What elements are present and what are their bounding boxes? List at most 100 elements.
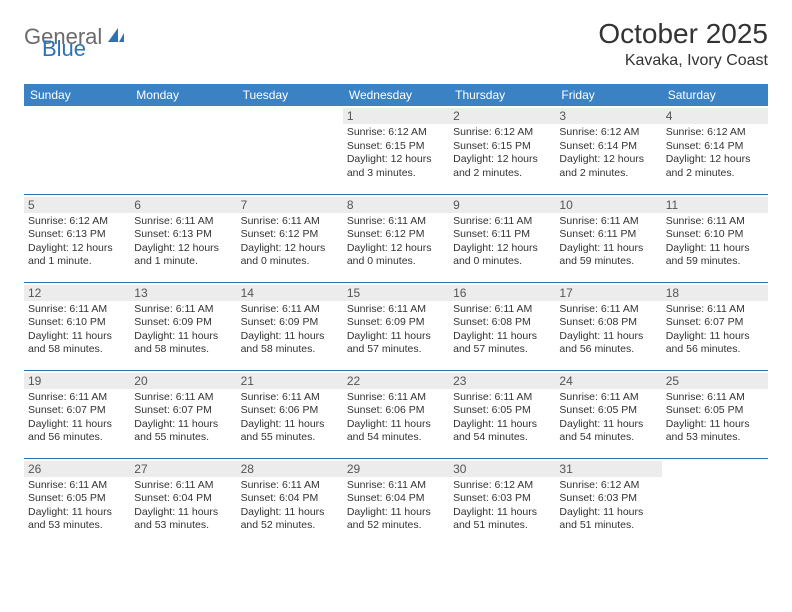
cell-details: Sunrise: 6:11 AMSunset: 6:12 PMDaylight:…: [347, 215, 445, 270]
daylight-text: Daylight: 11 hours and 58 minutes.: [241, 330, 339, 357]
daylight-text: Daylight: 11 hours and 56 minutes.: [559, 330, 657, 357]
sunrise-text: Sunrise: 6:11 AM: [347, 215, 445, 229]
daylight-text: Daylight: 11 hours and 56 minutes.: [28, 418, 126, 445]
day-number: 8: [343, 197, 449, 213]
daylight-text: Daylight: 11 hours and 52 minutes.: [347, 506, 445, 533]
daylight-text: Daylight: 11 hours and 58 minutes.: [134, 330, 232, 357]
daylight-text: Daylight: 11 hours and 52 minutes.: [241, 506, 339, 533]
calendar-row: 12Sunrise: 6:11 AMSunset: 6:10 PMDayligh…: [24, 282, 768, 370]
sunset-text: Sunset: 6:06 PM: [347, 404, 445, 418]
cell-details: Sunrise: 6:11 AMSunset: 6:05 PMDaylight:…: [28, 479, 126, 534]
sunset-text: Sunset: 6:11 PM: [453, 228, 551, 242]
sunrise-text: Sunrise: 6:11 AM: [241, 303, 339, 317]
calendar-cell: 18 Sunrise: 6:11 AMSunset: 6:07 PMDayligh…: [662, 282, 768, 370]
daylight-text: Daylight: 11 hours and 56 minutes.: [666, 330, 764, 357]
daylight-text: Daylight: 11 hours and 54 minutes.: [559, 418, 657, 445]
calendar-cell: 16 Sunrise: 6:11 AMSunset: 6:08 PMDayligh…: [449, 282, 555, 370]
calendar-cell: 7Sunrise: 6:11 AMSunset: 6:12 PMDaylight…: [237, 194, 343, 282]
calendar-cell: [24, 106, 130, 194]
sunset-text: Sunset: 6:08 PM: [559, 316, 657, 330]
cell-details: Sunrise: 6:12 AMSunset: 6:03 PMDaylight:…: [559, 479, 657, 534]
sunrise-text: Sunrise: 6:11 AM: [453, 303, 551, 317]
day-number: 19: [24, 373, 130, 389]
sunrise-text: Sunrise: 6:12 AM: [347, 126, 445, 140]
sunset-text: Sunset: 6:07 PM: [134, 404, 232, 418]
daylight-text: Daylight: 11 hours and 53 minutes.: [28, 506, 126, 533]
sunset-text: Sunset: 6:04 PM: [134, 492, 232, 506]
daylight-text: Daylight: 11 hours and 57 minutes.: [347, 330, 445, 357]
sunset-text: Sunset: 6:03 PM: [453, 492, 551, 506]
cell-details: Sunrise: 6:11 AMSunset: 6:08 PMDaylight:…: [453, 303, 551, 358]
calendar-cell: 4Sunrise: 6:12 AMSunset: 6:14 PMDaylight…: [662, 106, 768, 194]
calendar-cell: 17Sunrise: 6:11 AMSunset: 6:08 PMDayligh…: [555, 282, 661, 370]
daylight-text: Daylight: 11 hours and 59 minutes.: [559, 242, 657, 269]
cell-details: Sunrise: 6:11 AMSunset: 6:06 PMDaylight:…: [347, 391, 445, 446]
daylight-text: Daylight: 11 hours and 57 minutes.: [453, 330, 551, 357]
cell-details: Sunrise: 6:12 AMSunset: 6:14 PMDaylight:…: [666, 126, 764, 181]
sunrise-text: Sunrise: 6:11 AM: [134, 391, 232, 405]
day-number: 21: [237, 373, 343, 389]
daylight-text: Daylight: 11 hours and 58 minutes.: [28, 330, 126, 357]
cell-details: Sunrise: 6:11 AMSunset: 6:04 PMDaylight:…: [347, 479, 445, 534]
calendar-cell: 24Sunrise: 6:11 AMSunset: 6:05 PMDayligh…: [555, 370, 661, 458]
daylight-text: Daylight: 12 hours and 1 minute.: [28, 242, 126, 269]
day-number: 16: [449, 285, 555, 301]
calendar-cell: 19Sunrise: 6:11 AMSunset: 6:07 PMDayligh…: [24, 370, 130, 458]
calendar-cell: 28Sunrise: 6:11 AMSunset: 6:04 PMDayligh…: [237, 458, 343, 546]
sunset-text: Sunset: 6:10 PM: [28, 316, 126, 330]
sunrise-text: Sunrise: 6:12 AM: [559, 126, 657, 140]
cell-details: Sunrise: 6:11 AMSunset: 6:04 PMDaylight:…: [241, 479, 339, 534]
daylight-text: Daylight: 12 hours and 2 minutes.: [559, 153, 657, 180]
weekday-header: Monday: [130, 84, 236, 106]
day-number: 31: [555, 461, 661, 477]
calendar-cell: 10Sunrise: 6:11 AMSunset: 6:11 PMDayligh…: [555, 194, 661, 282]
sunset-text: Sunset: 6:14 PM: [559, 140, 657, 154]
calendar-table: SundayMondayTuesdayWednesdayThursdayFrid…: [24, 84, 768, 546]
calendar-cell: 22 Sunrise: 6:11 AMSunset: 6:06 PMDayligh…: [343, 370, 449, 458]
sail-icon: [106, 26, 126, 49]
daylight-text: Daylight: 12 hours and 1 minute.: [134, 242, 232, 269]
day-number: 18: [662, 285, 768, 301]
sunrise-text: Sunrise: 6:11 AM: [559, 391, 657, 405]
day-number: 24: [555, 373, 661, 389]
cell-details: Sunrise: 6:11 AMSunset: 6:08 PMDaylight:…: [559, 303, 657, 358]
sunrise-text: Sunrise: 6:11 AM: [241, 215, 339, 229]
sunrise-text: Sunrise: 6:11 AM: [28, 391, 126, 405]
daylight-text: Daylight: 11 hours and 54 minutes.: [347, 418, 445, 445]
calendar-body: 1Sunrise: 6:12 AMSunset: 6:15 PMDaylight…: [24, 106, 768, 546]
calendar-row: 19Sunrise: 6:11 AMSunset: 6:07 PMDayligh…: [24, 370, 768, 458]
weekday-header: Thursday: [449, 84, 555, 106]
sunset-text: Sunset: 6:15 PM: [347, 140, 445, 154]
day-number: 12: [24, 285, 130, 301]
sunset-text: Sunset: 6:14 PM: [666, 140, 764, 154]
day-number: 22: [343, 373, 449, 389]
calendar-cell: 3Sunrise: 6:12 AMSunset: 6:14 PMDaylight…: [555, 106, 661, 194]
day-number: 30: [449, 461, 555, 477]
sunrise-text: Sunrise: 6:12 AM: [453, 479, 551, 493]
logo-text-blue: Blue: [42, 36, 86, 61]
sunset-text: Sunset: 6:09 PM: [134, 316, 232, 330]
cell-details: Sunrise: 6:12 AMSunset: 6:15 PMDaylight:…: [347, 126, 445, 181]
sunset-text: Sunset: 6:03 PM: [559, 492, 657, 506]
cell-details: Sunrise: 6:11 AMSunset: 6:07 PMDaylight:…: [666, 303, 764, 358]
location: Kavaka, Ivory Coast: [598, 52, 768, 70]
day-number: 6: [130, 197, 236, 213]
sunrise-text: Sunrise: 6:11 AM: [134, 303, 232, 317]
daylight-text: Daylight: 12 hours and 2 minutes.: [666, 153, 764, 180]
calendar-row: 1Sunrise: 6:12 AMSunset: 6:15 PMDaylight…: [24, 106, 768, 194]
calendar-cell: 29Sunrise: 6:11 AMSunset: 6:04 PMDayligh…: [343, 458, 449, 546]
sunset-text: Sunset: 6:04 PM: [241, 492, 339, 506]
calendar-cell: 30Sunrise: 6:12 AMSunset: 6:03 PMDayligh…: [449, 458, 555, 546]
cell-details: Sunrise: 6:11 AMSunset: 6:09 PMDaylight:…: [347, 303, 445, 358]
sunrise-text: Sunrise: 6:11 AM: [666, 303, 764, 317]
cell-details: Sunrise: 6:11 AMSunset: 6:05 PMDaylight:…: [453, 391, 551, 446]
calendar-cell: 23Sunrise: 6:11 AMSunset: 6:05 PMDayligh…: [449, 370, 555, 458]
sunrise-text: Sunrise: 6:11 AM: [453, 215, 551, 229]
sunset-text: Sunset: 6:07 PM: [666, 316, 764, 330]
sunrise-text: Sunrise: 6:12 AM: [559, 479, 657, 493]
calendar-cell: 27Sunrise: 6:11 AMSunset: 6:04 PMDayligh…: [130, 458, 236, 546]
cell-details: Sunrise: 6:12 AMSunset: 6:15 PMDaylight:…: [453, 126, 551, 181]
sunset-text: Sunset: 6:13 PM: [134, 228, 232, 242]
calendar-cell: 21Sunrise: 6:11 AMSunset: 6:06 PMDayligh…: [237, 370, 343, 458]
sunrise-text: Sunrise: 6:11 AM: [347, 303, 445, 317]
